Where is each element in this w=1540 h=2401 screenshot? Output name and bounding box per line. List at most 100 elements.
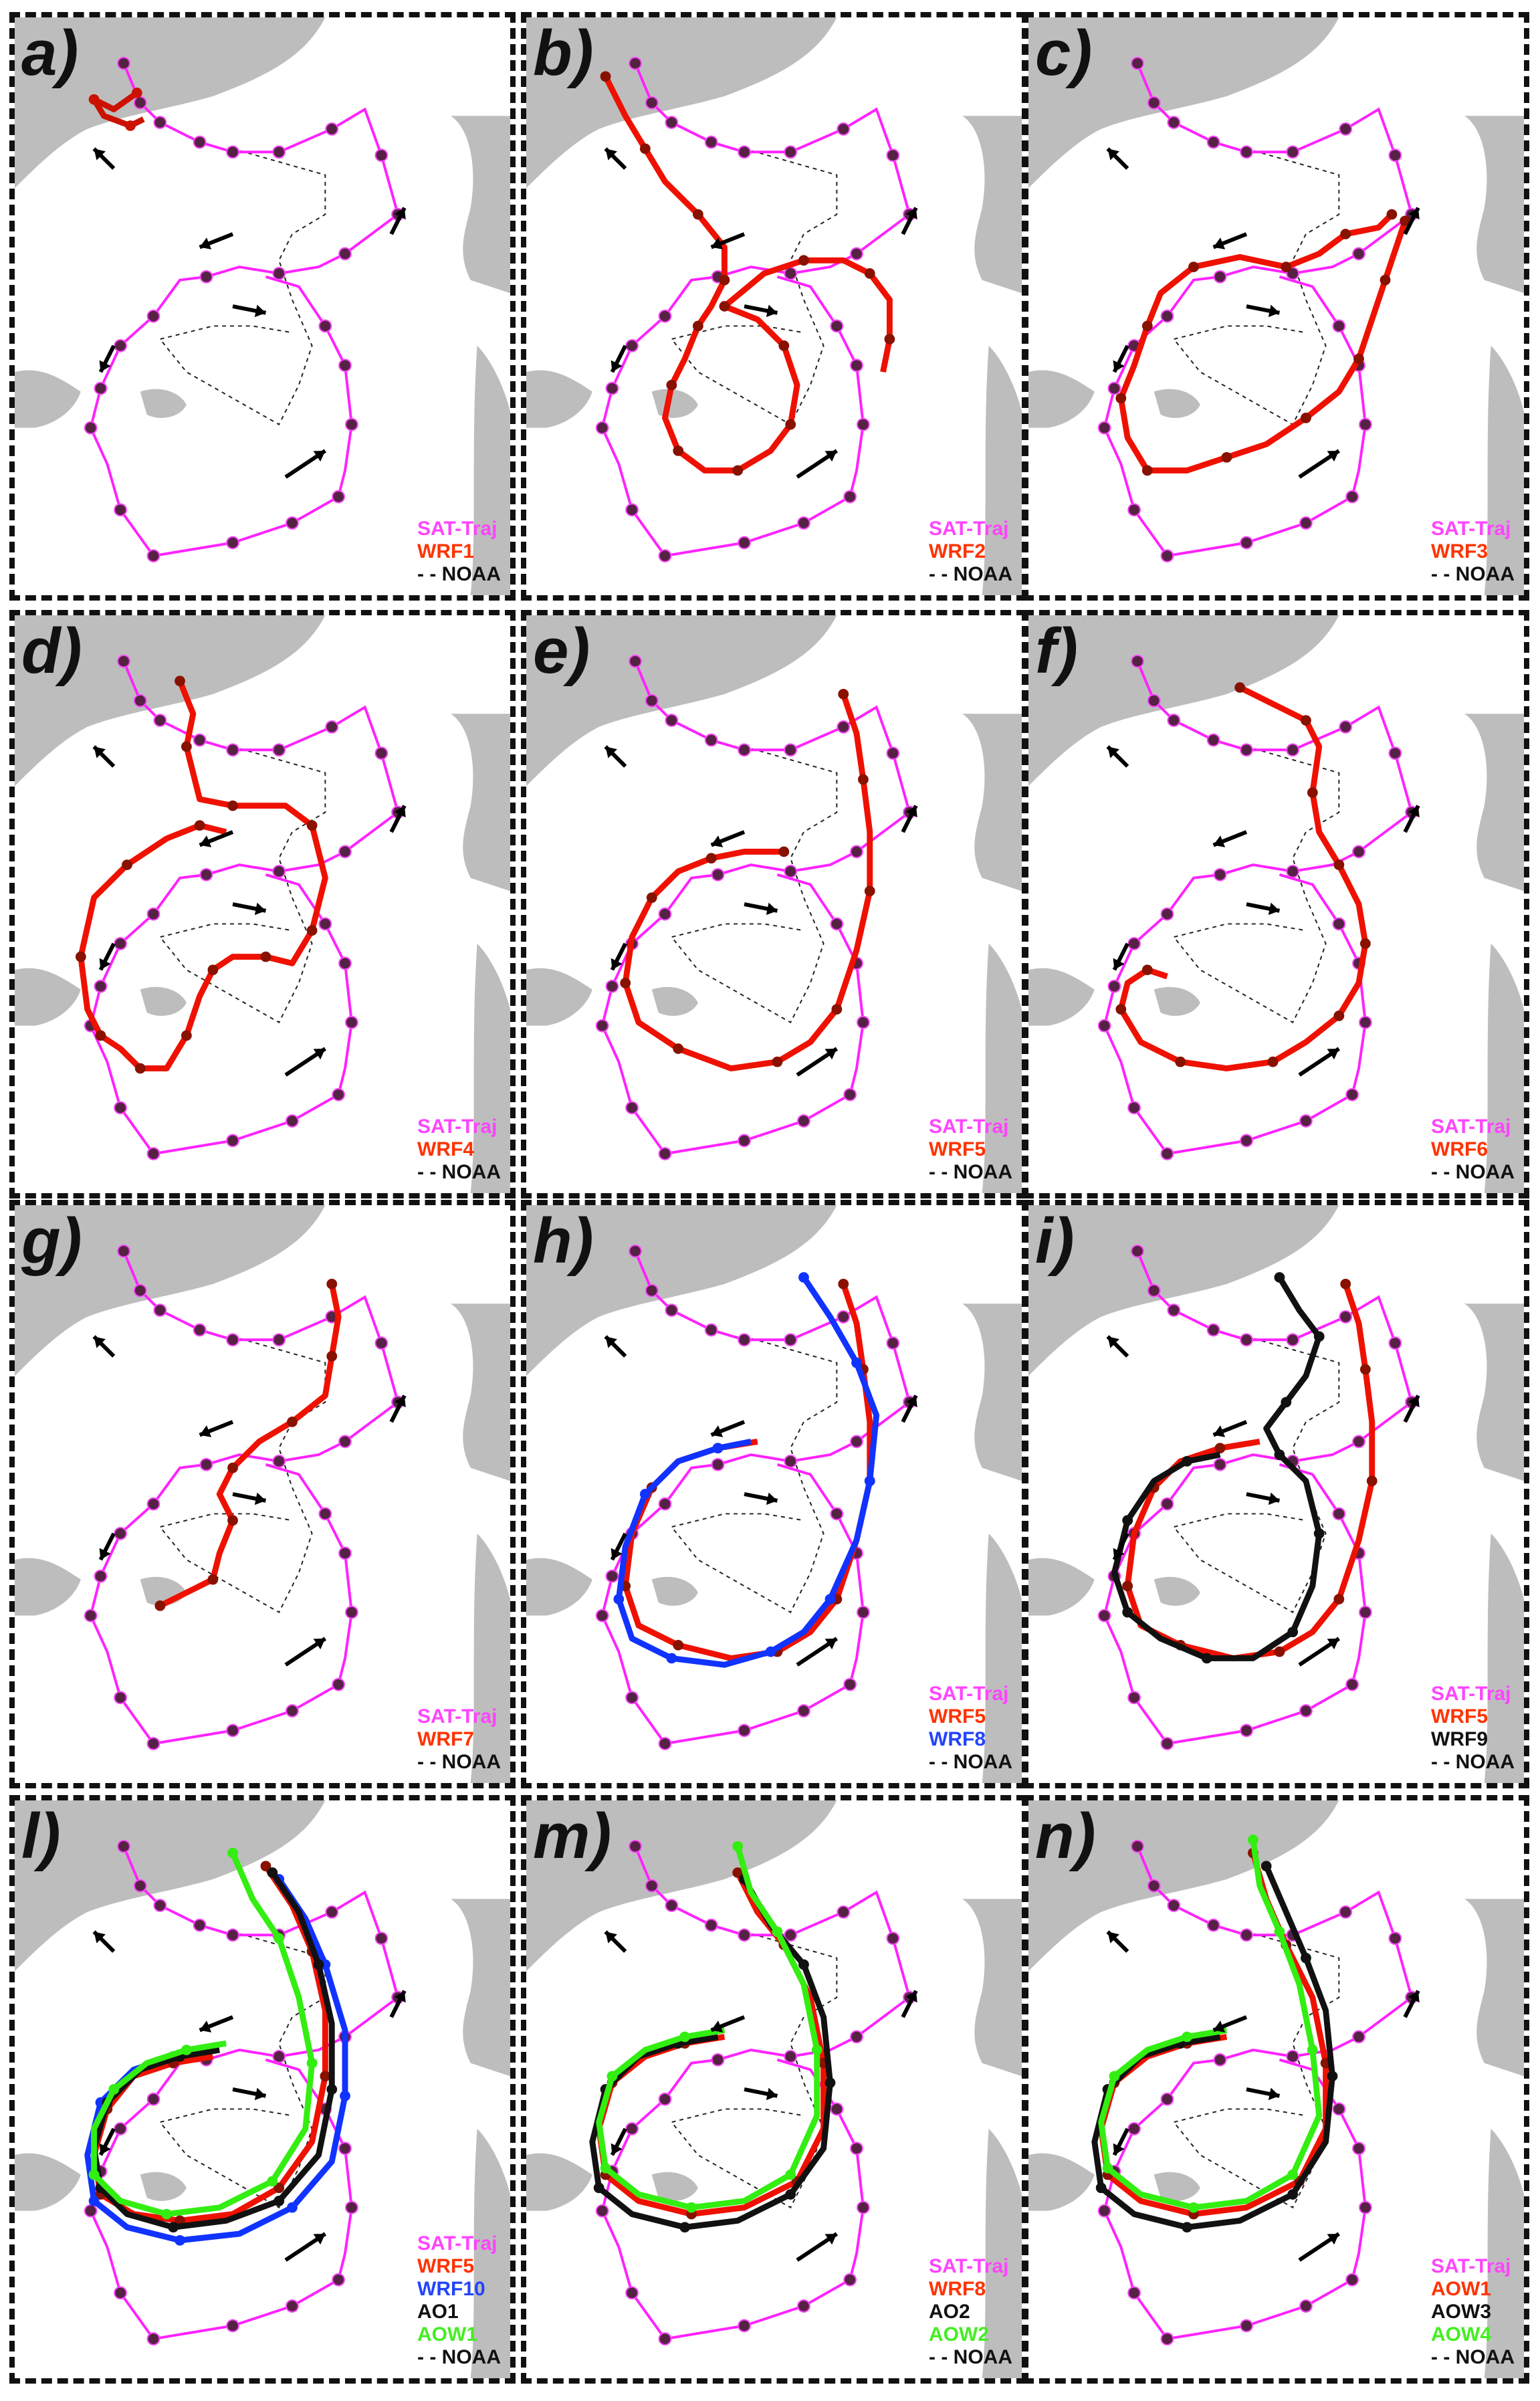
model-track-marker [181,741,192,752]
coastline-land [15,1800,326,1972]
sat-traj-marker [658,1737,672,1750]
legend-entry: SAT-Traj [417,1116,498,1138]
sat-traj-marker [1160,1497,1174,1511]
sat-traj-marker [1206,1918,1220,1932]
map-svg [1028,1800,1524,2378]
model-track-marker [639,143,651,154]
panel-label: b) [533,17,594,89]
flow-arrow-head [394,1990,406,2003]
sat-traj-marker [1147,694,1161,708]
sat-traj-marker [625,503,639,517]
flow-arrow-head [1408,805,1420,818]
flow-arrow-head [905,207,917,220]
panel-label: l) [21,1800,61,1872]
sat-traj-marker [1147,1283,1161,1297]
sat-traj-marker [1131,654,1144,668]
island-small [140,2172,187,2201]
flow-arrow-head [99,958,111,970]
flow-arrow-head [1213,835,1226,847]
sat-traj-marker [1127,1101,1141,1115]
flow-arrow-head [94,1336,106,1348]
coast-east [451,116,510,294]
coastline-land [526,1205,837,1376]
legend-entry: SAT-Traj [1431,2255,1511,2277]
flow-arrow-head [711,2020,724,2032]
model-track-marker [1301,413,1311,423]
flow-arrow-head [199,1425,212,1437]
sat-traj-marker [1299,1114,1313,1128]
sat-traj-marker [1240,743,1253,757]
sat-traj-marker [830,319,844,333]
model-track-marker [1122,1580,1133,1592]
model-track-marker [1122,1606,1133,1618]
sat-traj-line [1103,62,1414,558]
model-track-marker [1359,938,1371,949]
coastline-land [526,17,837,189]
sat-traj-marker [629,654,642,668]
noaa-track [1172,1336,1340,1614]
map-svg [526,1800,1022,2378]
sat-traj-marker [1097,421,1111,435]
map-panel: n) SAT-Traj AOW1 AOW3 AOW4- - NOAA [1023,1795,1529,2384]
coast-southeast [470,345,510,595]
model-track-marker [1141,465,1153,476]
sat-traj-marker [226,2319,239,2333]
legend-entry: SAT-Traj [929,518,1009,540]
sat-traj-marker [784,267,798,280]
sat-traj-marker [1359,1605,1372,1619]
flow-arrow-head [1268,304,1280,318]
model-track-marker [1340,229,1351,239]
model-track-marker [864,885,875,897]
model-track [158,1283,342,1608]
flow-arrow-head [313,1639,326,1650]
model-track-marker [1109,2071,1120,2082]
sat-traj-marker [1107,979,1121,993]
model-track-marker [306,820,318,831]
flow-arrow-head [824,451,837,462]
sat-traj-line [1103,1250,1414,1746]
noaa-track [1172,746,1340,1024]
sat-traj-marker [797,2299,810,2313]
sat-traj-marker [114,339,127,352]
panel-label: d) [21,615,82,687]
sat-traj-marker [850,845,863,859]
sat-traj-marker [1286,865,1300,878]
model-track-marker [1333,1594,1345,1604]
sat-traj-marker [338,845,352,859]
sat-traj-marker [338,956,352,970]
sat-traj-marker [1359,1015,1372,1029]
noaa-track [158,148,326,426]
sat-traj-marker [146,1147,160,1160]
flow-arrow-head [254,902,266,916]
legend-entry: - - NOAA [1431,1161,1515,1183]
noaa-track [670,1931,838,2209]
sat-traj-marker [850,358,863,373]
legend-entry: - - NOAA [929,1161,1012,1183]
noaa-track [158,746,326,1024]
sat-traj-marker [1127,2286,1141,2300]
sat-traj-marker [629,1839,642,1853]
coastline-land [1028,615,1339,787]
legend-entry: SAT-Traj [417,1705,498,1728]
sat-traj-marker [704,733,718,747]
flow-arrow-head [99,360,111,373]
legend-entry: WRF7 [417,1728,475,1750]
model-track-marker [646,892,657,904]
sat-traj-marker [1127,1691,1141,1705]
sat-traj-marker [605,979,619,993]
noaa-track [670,746,838,1024]
flow-arrow-head [1408,207,1420,220]
flow-arrow-head [766,2087,778,2101]
sat-traj-marker [338,1435,352,1449]
model-track-marker [719,274,730,286]
panel-label: n) [1035,1800,1096,1872]
sat-traj-marker [133,694,147,708]
flow-arrow-head [824,1639,837,1650]
panel-label: c) [1035,17,1093,89]
model-track-marker [679,2222,691,2233]
map-panel: h) SAT-Traj WRF5 WRF8- - NOAA [521,1200,1027,1788]
model-track [615,1275,880,1668]
sat-traj-marker [784,2050,798,2063]
sat-traj-marker [1352,2030,1365,2044]
